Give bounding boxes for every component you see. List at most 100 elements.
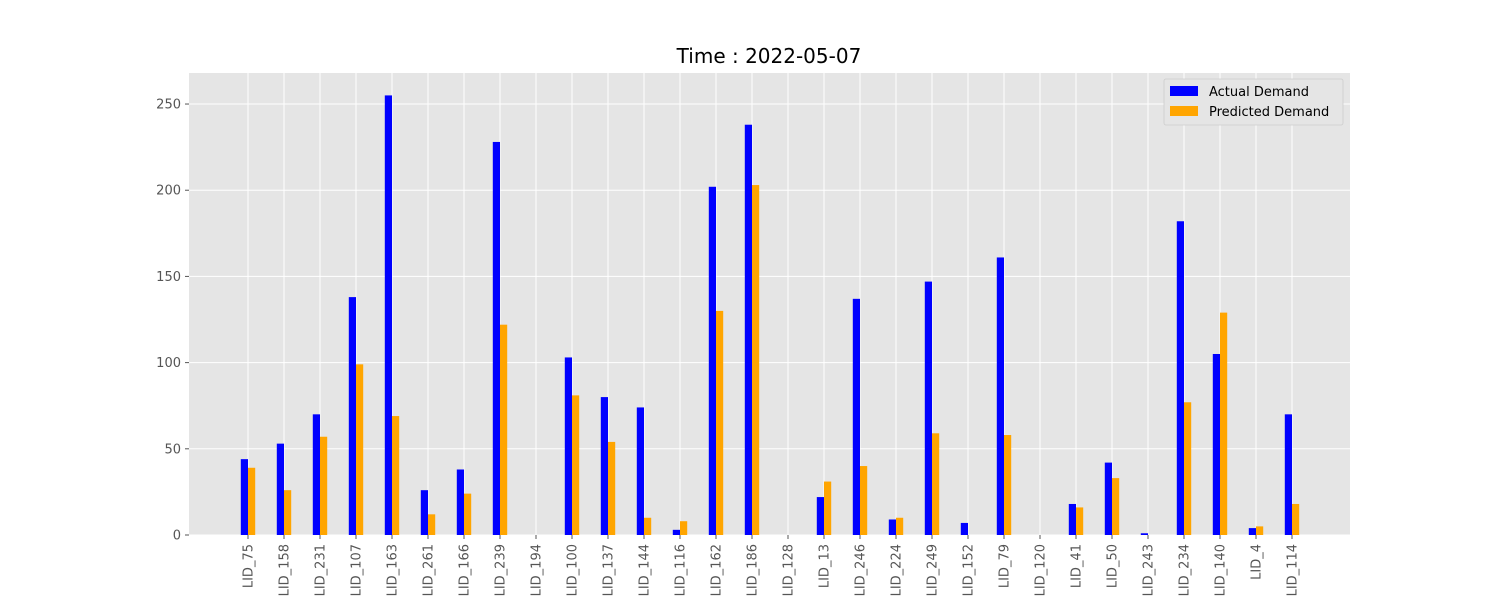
bar-actual [564,357,572,535]
bar-predicted [644,517,652,535]
bar-predicted [1112,478,1120,535]
y-axis: 0 50 100 150 200 250 [156,98,189,544]
x-tick-label: LID_166 [458,544,473,596]
bar-actual [636,407,644,535]
bar-actual [744,124,752,535]
legend-box [1163,78,1344,126]
bar-predicted [896,517,904,535]
bar-actual [816,497,824,535]
plot-area [189,73,1350,535]
x-tick-label: LID_261 [422,544,437,596]
bar-actual [924,281,932,535]
bar-actual [456,469,464,535]
bar-actual [960,522,968,535]
bar-predicted [428,514,436,535]
y-tick-label: 200 [156,184,181,199]
x-tick-label: LID_75 [242,544,257,588]
bar-predicted [392,416,400,535]
bar-actual [312,414,320,535]
x-tick-label: LID_140 [1214,544,1229,596]
x-tick-label: LID_234 [1178,544,1193,596]
x-tick-label: LID_231 [314,544,329,596]
bar-predicted [320,436,328,535]
bar-predicted [464,493,472,535]
x-tick-label: LID_41 [1070,544,1085,588]
bars [240,95,1300,536]
bar-actual [348,297,356,535]
x-tick-label: LID_13 [818,544,833,588]
bar-predicted [1220,312,1228,535]
x-tick-label: LID_224 [890,544,905,596]
x-tick-label: LID_107 [350,544,365,596]
bar-predicted [860,466,868,535]
x-tick-label: LID_4 [1250,544,1265,580]
x-axis: LID_75 LID_158 LID_231 LID_107 LID_163 LID_26… [242,535,1301,596]
bar-predicted [1004,435,1012,535]
x-tick-label: LID_128 [782,544,797,596]
x-tick-label: LID_194 [530,544,545,596]
x-tick-label: LID_116 [674,544,689,596]
x-tick-label: LID_100 [566,544,581,596]
x-tick-label: LID_162 [710,544,725,596]
bar-actual [492,141,500,535]
y-tick-label: 150 [156,270,181,285]
bar-predicted [824,481,832,535]
bar-predicted [500,324,508,535]
x-tick-label: LID_144 [638,544,653,596]
y-tick-label: 250 [156,98,181,113]
bar-predicted [1292,503,1300,535]
bar-actual [1212,353,1220,535]
x-tick-label: LID_158 [278,544,293,596]
bar-actual [1248,528,1256,535]
bar-actual [1176,221,1184,536]
chart-title: Time : 2022-05-07 [676,44,862,68]
x-tick-label: LID_152 [962,544,977,596]
bar-predicted [1076,507,1084,535]
bar-actual [1284,414,1292,535]
bar-predicted [572,395,580,535]
bar-actual [276,443,284,535]
bar-actual [240,459,248,535]
legend: Actual Demand Predicted Demand [1163,78,1344,126]
x-tick-label: LID_239 [494,544,509,596]
x-tick-label: LID_79 [998,544,1013,588]
y-tick-label: 0 [173,529,181,544]
x-tick-label: LID_243 [1142,544,1157,596]
x-tick-label: LID_163 [386,544,401,596]
x-tick-label: LID_246 [854,544,869,596]
bar-actual [708,186,716,535]
bar-actual [888,519,896,535]
bar-predicted [356,364,364,535]
bar-predicted [248,467,256,535]
y-tick-label: 50 [164,442,181,457]
legend-swatch-predicted [1170,106,1198,116]
x-tick-label: LID_114 [1286,544,1301,596]
bar-actual [600,397,608,535]
x-tick-label: LID_186 [746,544,761,596]
bar-predicted [608,441,616,535]
bar-actual [1068,503,1076,535]
bar-actual [672,529,680,535]
bar-predicted [1184,402,1192,535]
bar-actual [1104,462,1112,535]
y-tick-label: 100 [156,356,181,371]
legend-label-actual: Actual Demand [1209,85,1309,100]
bar-actual [420,490,428,535]
bar-actual [852,298,860,535]
x-tick-label: LID_120 [1034,544,1049,596]
bar-predicted [284,490,292,535]
bar-actual [1140,533,1148,535]
x-tick-label: LID_50 [1106,544,1121,588]
legend-swatch-actual [1170,86,1198,96]
x-tick-label: LID_249 [926,544,941,596]
x-tick-label: LID_137 [602,544,617,596]
bar-predicted [680,521,688,535]
bar-actual [384,95,392,535]
bar-predicted [752,185,760,535]
bar-predicted [716,310,724,535]
bar-predicted [932,433,940,535]
bar-actual [996,257,1004,535]
legend-label-predicted: Predicted Demand [1209,105,1329,120]
bar-predicted [1256,526,1264,535]
